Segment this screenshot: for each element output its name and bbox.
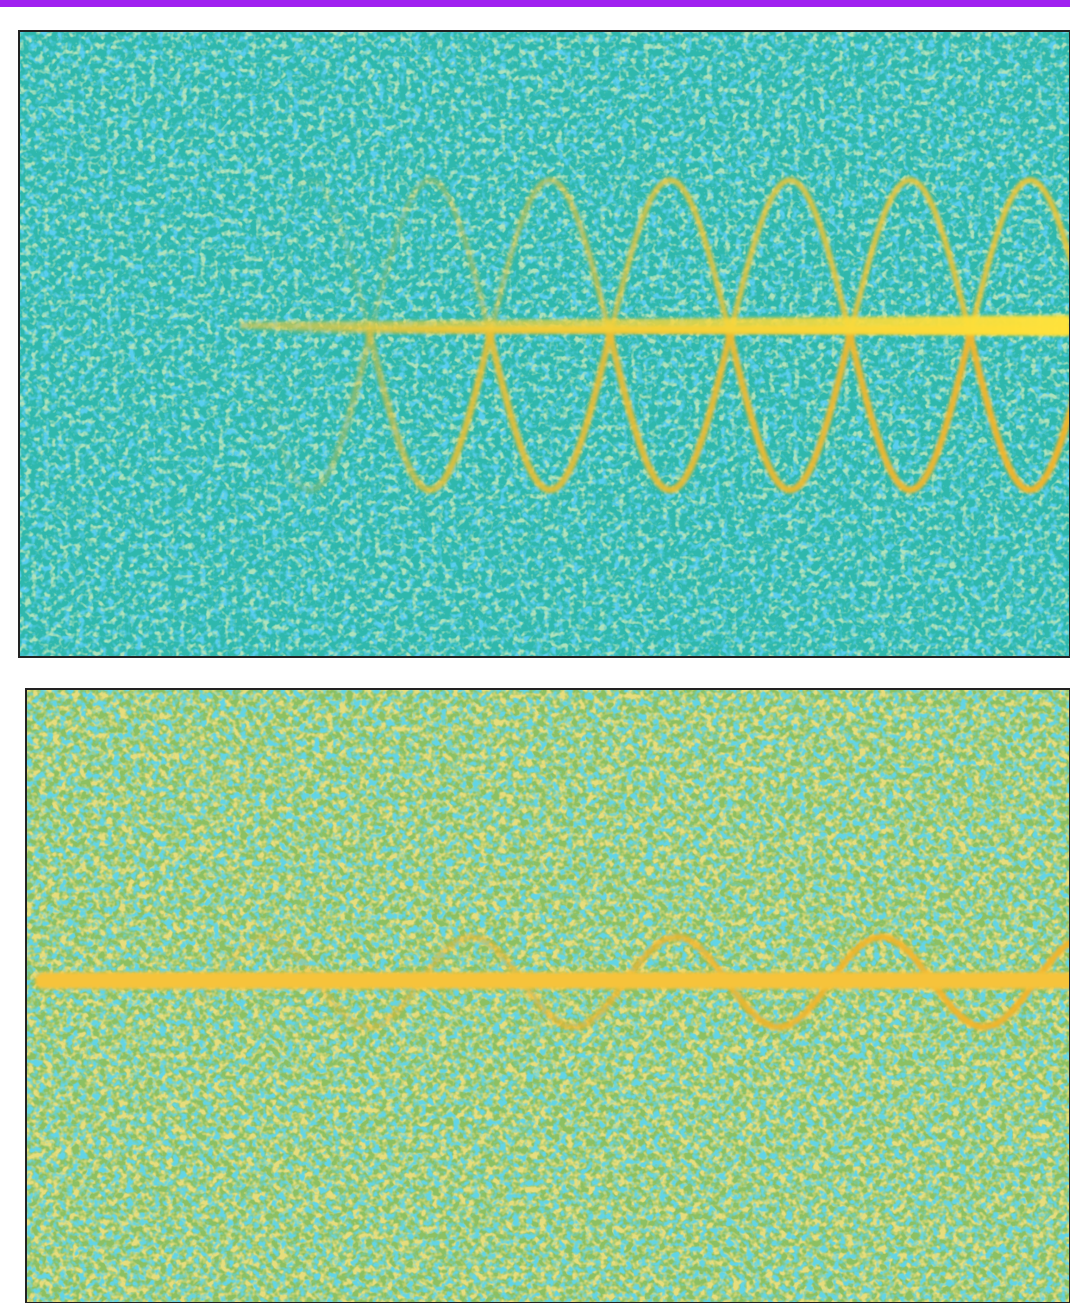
top-bar xyxy=(0,0,1070,7)
figure xyxy=(0,0,1070,1303)
spectrogram-top xyxy=(19,31,1070,657)
tone-line xyxy=(35,972,1070,989)
spectrogram-bottom xyxy=(26,689,1070,1303)
panel-noise xyxy=(26,689,1070,1303)
panel-noise xyxy=(19,31,1070,657)
page: (() => { const data = JSON.parse(documen… xyxy=(0,0,1070,1303)
